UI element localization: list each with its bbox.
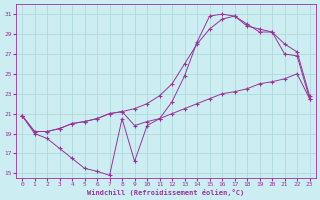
X-axis label: Windchill (Refroidissement éolien,°C): Windchill (Refroidissement éolien,°C) bbox=[87, 189, 244, 196]
